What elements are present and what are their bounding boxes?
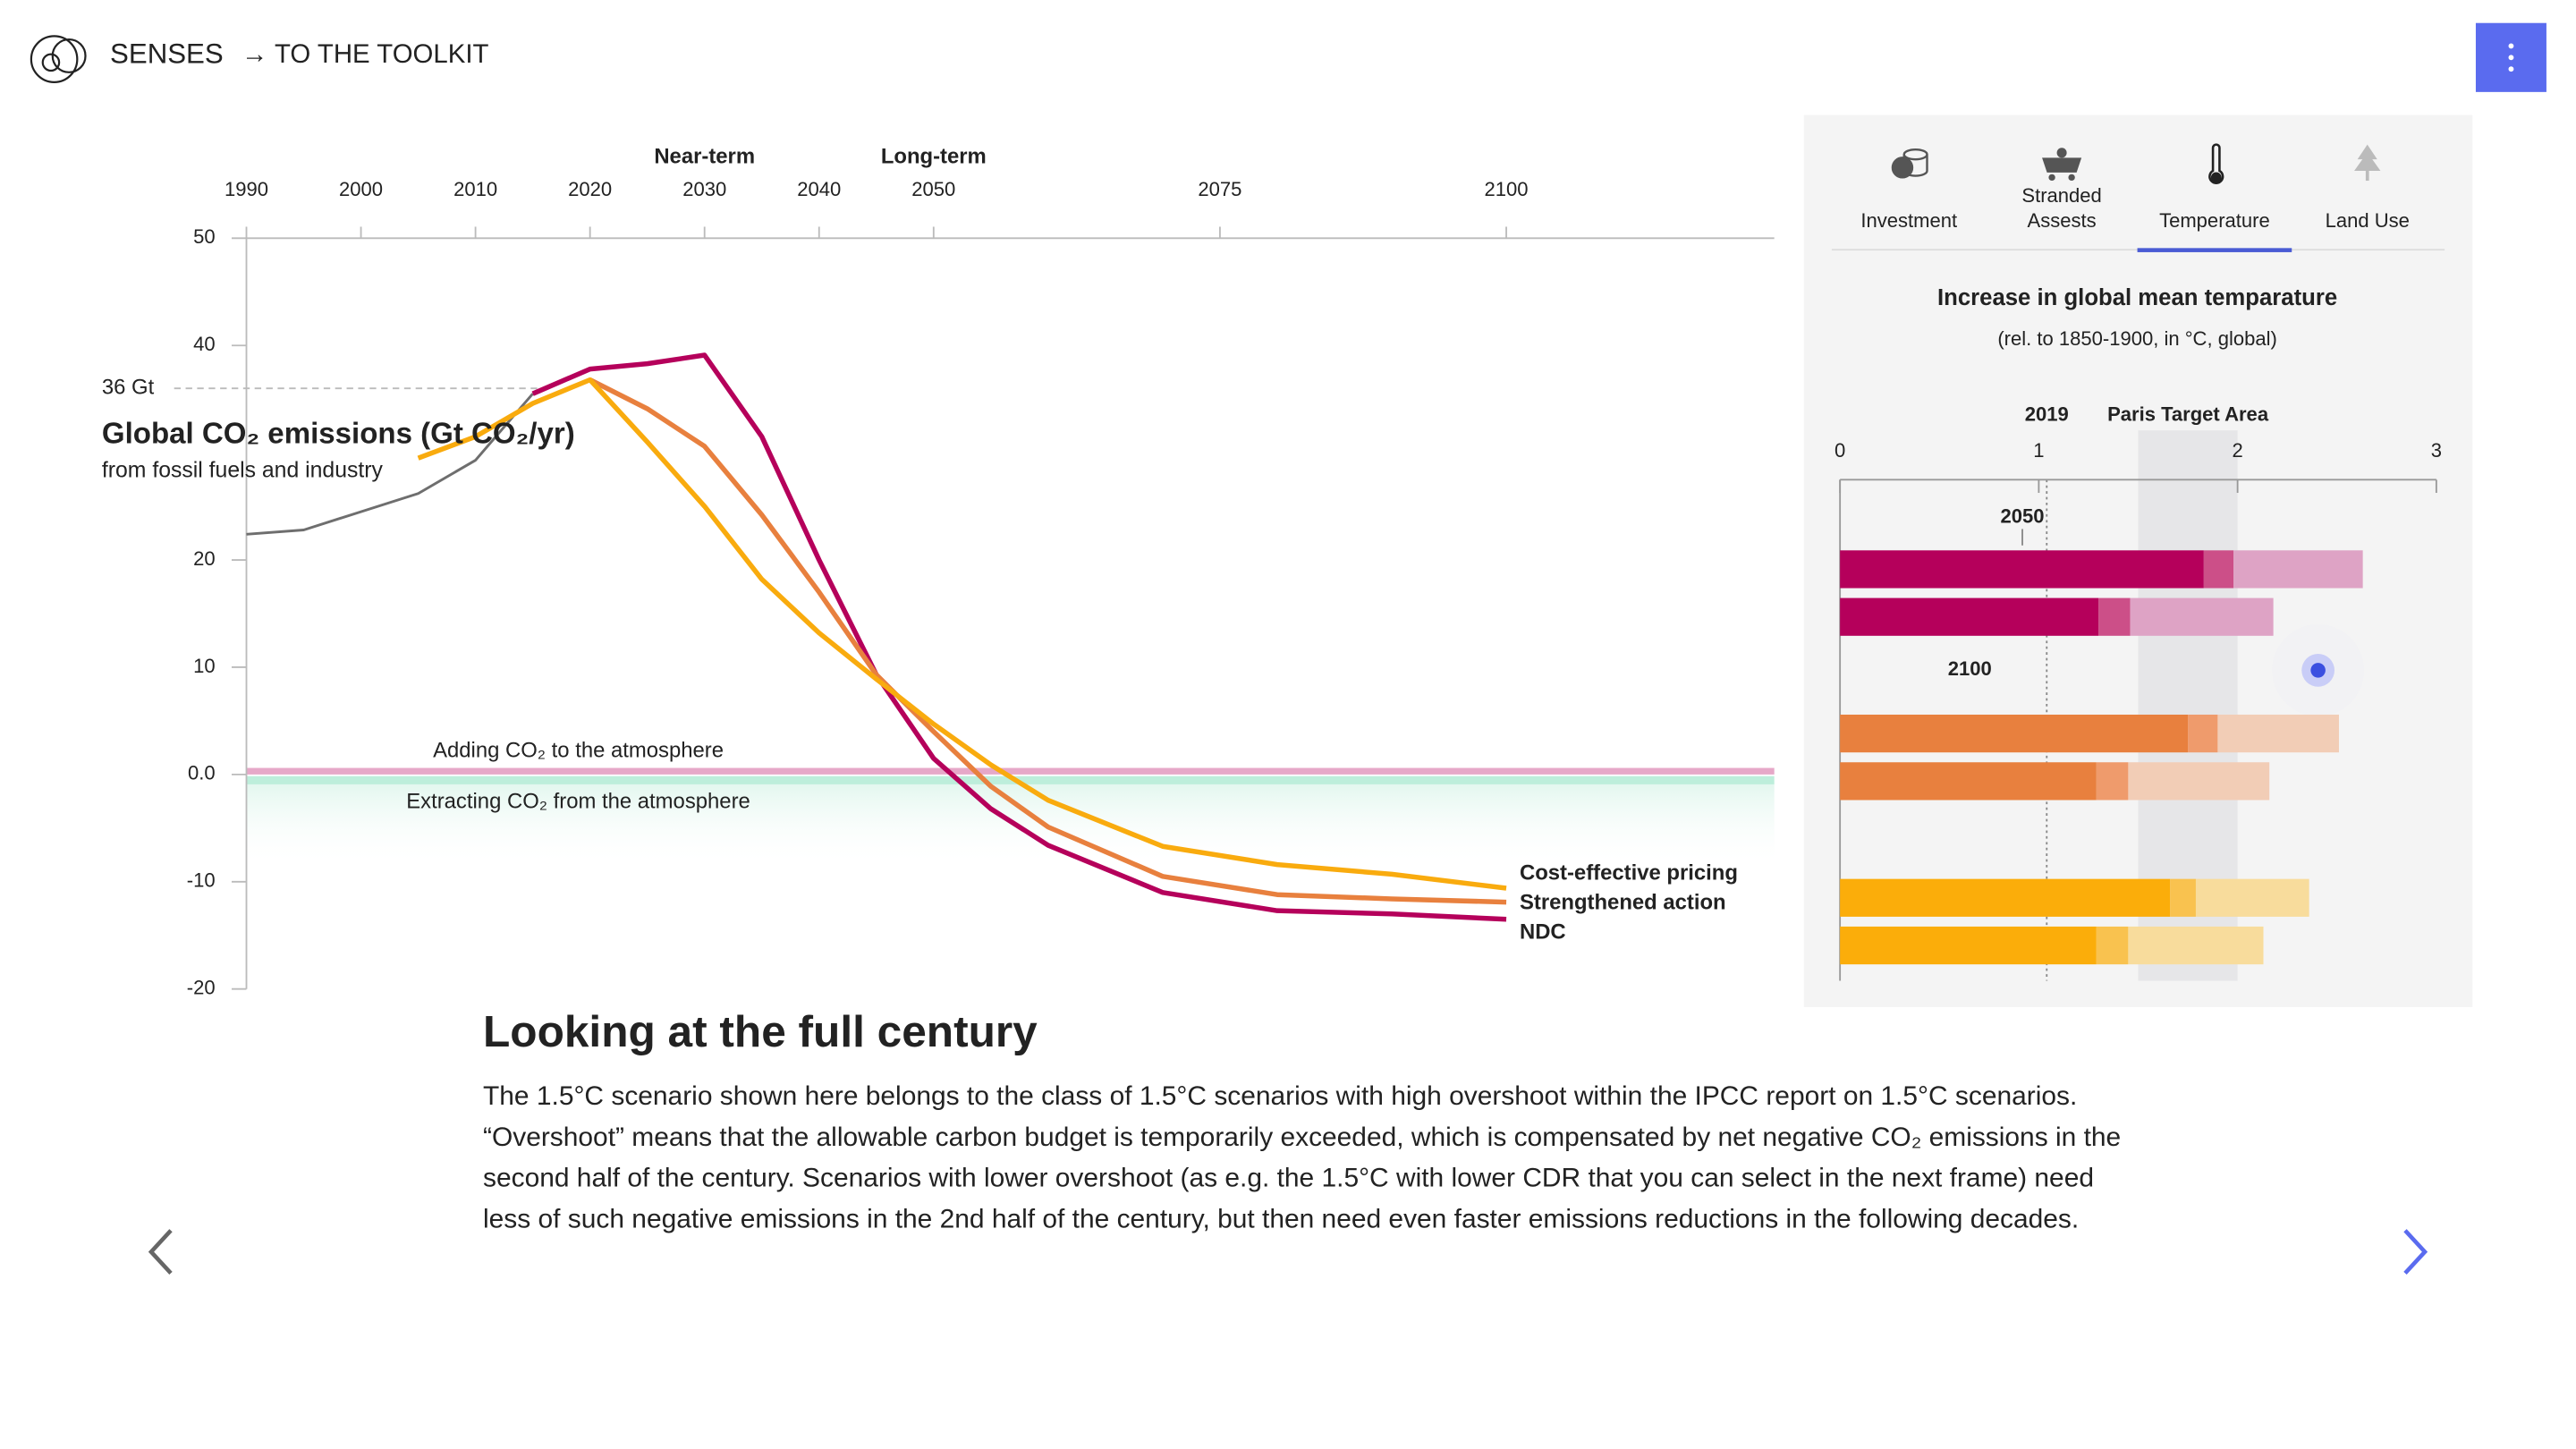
bar-segment bbox=[2233, 550, 2363, 589]
article-heading: Looking at the full century bbox=[483, 1006, 1038, 1056]
series-label: Cost-effective pricing bbox=[1520, 860, 1738, 885]
bar-segment bbox=[2096, 762, 2129, 801]
bar-segment bbox=[2203, 550, 2234, 589]
bar-segment bbox=[2096, 926, 2129, 965]
tab-label[interactable]: Temperature bbox=[2159, 209, 2270, 232]
tab-label[interactable]: Land Use bbox=[2326, 209, 2410, 232]
chart-subtitle: (rel. to 1850-1900, in °C, global) bbox=[1997, 327, 2277, 350]
chart-title: Increase in global mean temparature bbox=[1937, 285, 2337, 310]
x-tick-label: 2040 bbox=[797, 178, 841, 200]
bar-segment bbox=[2195, 878, 2309, 917]
x-tick-label: 2020 bbox=[568, 178, 612, 200]
article-line: less of such negative emissions in the 2… bbox=[483, 1205, 2079, 1234]
bar-segment bbox=[2170, 878, 2196, 917]
above-zero-label: Adding CO₂ to the atmosphere bbox=[433, 738, 724, 762]
bar-segment bbox=[2130, 597, 2274, 636]
series-label: Strengthened action bbox=[1520, 891, 1726, 915]
row-label: 2100 bbox=[1948, 657, 1992, 680]
period-label: Near-term bbox=[654, 145, 755, 169]
series-label: NDC bbox=[1520, 920, 1566, 945]
series-line bbox=[246, 393, 534, 536]
toolkit-link[interactable]: → TO THE TOOLKIT bbox=[242, 39, 488, 69]
tab-label[interactable]: Assests bbox=[2028, 209, 2097, 232]
tab-label[interactable]: Stranded bbox=[2021, 184, 2101, 207]
y-tick-label: 0.0 bbox=[188, 762, 216, 784]
y-tick-label: 20 bbox=[193, 547, 216, 570]
bar-segment bbox=[2217, 714, 2339, 753]
x-tick-label: 2000 bbox=[339, 178, 383, 200]
y-tick-label: 50 bbox=[193, 225, 216, 248]
bar-segment bbox=[1840, 762, 2097, 801]
bar-segment bbox=[2188, 714, 2218, 753]
bar-segment bbox=[2128, 926, 2264, 965]
logo[interactable] bbox=[30, 35, 87, 83]
x-tick-label: 2050 bbox=[911, 178, 955, 200]
article-line: The 1.5°C scenario shown here belongs to… bbox=[483, 1081, 2077, 1111]
y-tick-label: -10 bbox=[187, 869, 216, 892]
tab-underline bbox=[2137, 248, 2292, 252]
row-label: 2050 bbox=[2001, 504, 2045, 527]
target-label: Paris Target Area bbox=[2107, 403, 2269, 426]
tab-label[interactable]: Investment bbox=[1860, 209, 1957, 232]
menu-button[interactable] bbox=[2475, 22, 2546, 92]
cursor-indicator bbox=[2272, 623, 2365, 716]
nav-prev[interactable] bbox=[148, 1229, 173, 1275]
bar-segment bbox=[2128, 762, 2270, 801]
article-line: “Overshoot” means that the allowable car… bbox=[483, 1123, 2121, 1152]
reference-label: 36 Gt bbox=[102, 376, 155, 400]
negative-band bbox=[246, 775, 1775, 784]
x-tick-label: 1 bbox=[2033, 439, 2044, 462]
x-tick-label: 3 bbox=[2431, 439, 2442, 462]
series-line bbox=[531, 352, 1507, 922]
reference-label: 2019 bbox=[2025, 403, 2069, 426]
y-tick-label: 40 bbox=[193, 333, 216, 355]
x-tick-label: 0 bbox=[1835, 439, 1845, 462]
x-tick-label: 2010 bbox=[453, 178, 497, 200]
y-tick-label: -20 bbox=[187, 977, 216, 999]
tab-icons bbox=[1891, 143, 2381, 185]
bar-segment bbox=[1840, 878, 2171, 917]
bar-segment bbox=[1840, 926, 2097, 965]
x-tick-label: 1990 bbox=[225, 178, 268, 200]
x-tick-label: 2 bbox=[2232, 439, 2242, 462]
chart-subtitle: from fossil fuels and industry bbox=[102, 459, 384, 483]
y-tick-label: 10 bbox=[193, 655, 216, 677]
series-line bbox=[589, 377, 1507, 905]
bar-segment bbox=[1840, 714, 2189, 753]
x-tick-label: 2075 bbox=[1198, 178, 1241, 200]
series-line bbox=[417, 377, 1507, 891]
below-zero-label: Extracting CO₂ from the atmosphere bbox=[406, 789, 750, 813]
bar-segment bbox=[2098, 597, 2131, 636]
x-tick-label: 2030 bbox=[682, 178, 726, 200]
x-tick-label: 2100 bbox=[1485, 178, 1529, 200]
bar-segment bbox=[1840, 550, 2204, 589]
article-line: second half of the century. Scenarios wi… bbox=[483, 1164, 2094, 1193]
chart-title: Global CO₂ emissions (Gt CO₂/yr) bbox=[102, 417, 575, 450]
bar-segment bbox=[1840, 597, 2099, 636]
period-label: Long-term bbox=[881, 145, 987, 169]
brand[interactable]: SENSES bbox=[110, 38, 224, 70]
positive-band bbox=[246, 767, 1775, 775]
nav-next[interactable] bbox=[2403, 1229, 2428, 1275]
